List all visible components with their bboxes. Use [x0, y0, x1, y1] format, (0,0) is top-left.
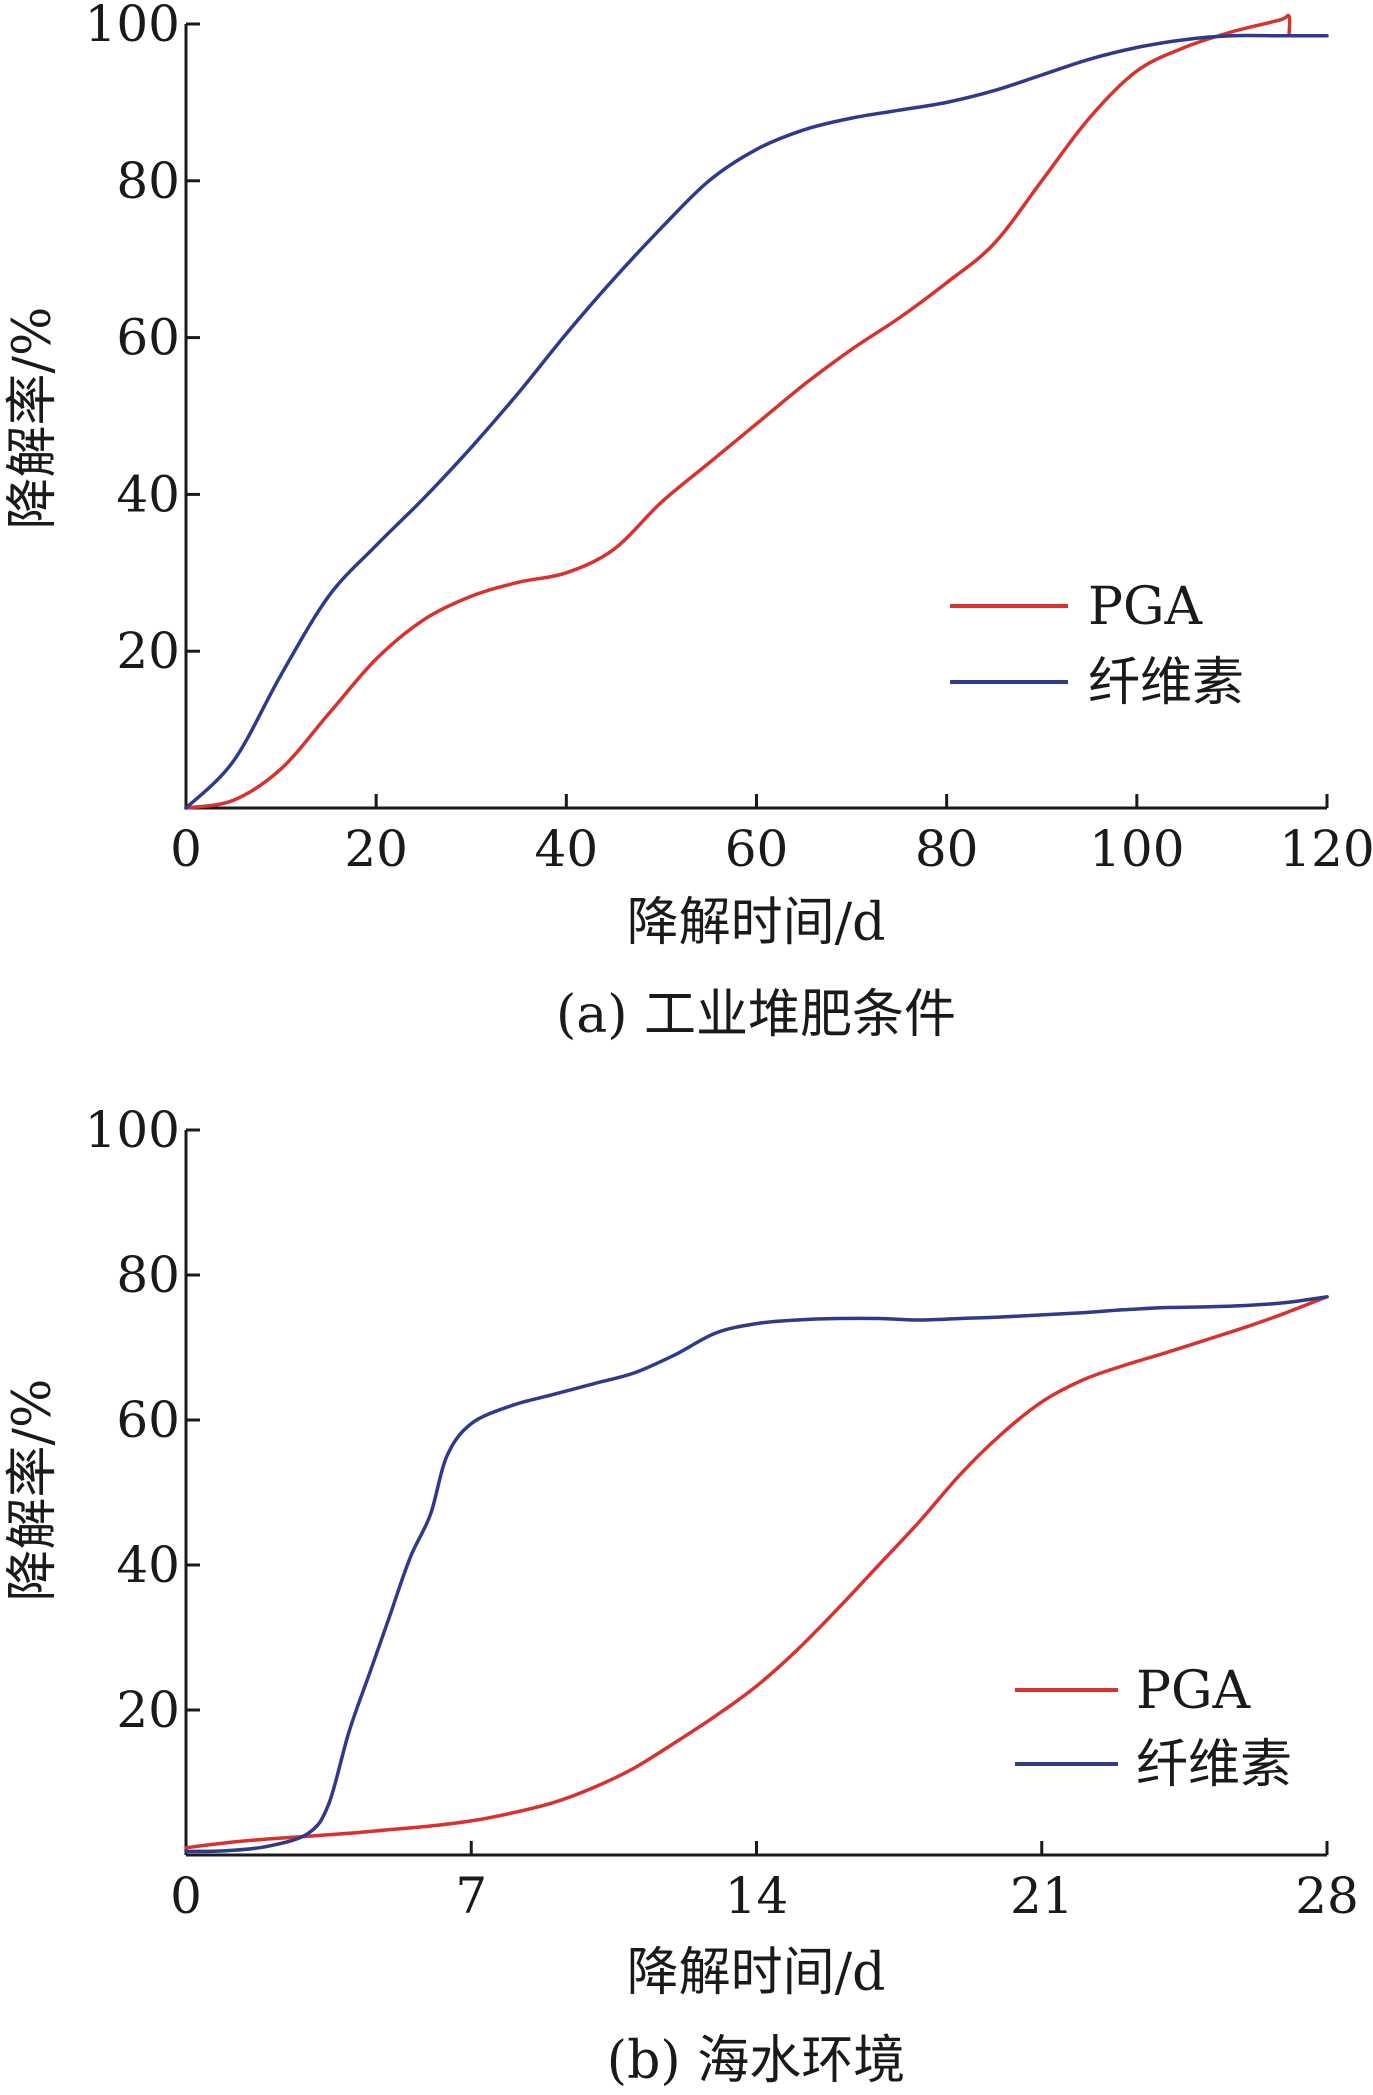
- x-tick-label-b-0: 0: [170, 1867, 202, 1925]
- series-group-b: [184, 1295, 1329, 1854]
- series-line-cellulose-b: [184, 1295, 1329, 1854]
- series-group-a: [184, 13, 1329, 810]
- y-tick-label-a-100: 100: [85, 0, 180, 53]
- y-axis-label-a: 降解率/%: [3, 307, 63, 530]
- legend-label-cellulose-a: 纤维素: [1088, 653, 1244, 713]
- x-ticks-b: 0 7 14 21 28: [170, 1841, 1359, 1925]
- y-tick-label-a-60: 60: [116, 309, 180, 367]
- caption-a: (a) 工业堆肥条件: [556, 985, 956, 1045]
- x-tick-label-a-40: 40: [535, 820, 599, 878]
- y-ticks-b: 20 40 60 80 100: [85, 1101, 200, 1739]
- legend-b: PGA 纤维素: [1015, 1661, 1292, 1795]
- y-tick-label-a-80: 80: [116, 152, 180, 210]
- legend-label-pga-a: PGA: [1088, 577, 1204, 637]
- caption-b: (b) 海水环境: [607, 2031, 905, 2091]
- plot-area-b: 0 7 14 21 28 20 40 60 80 100: [85, 1101, 1359, 1925]
- legend-a: PGA 纤维素: [950, 577, 1244, 713]
- x-tick-label-a-80: 80: [915, 820, 979, 878]
- x-tick-label-a-0: 0: [170, 820, 202, 878]
- y-tick-label-b-60: 60: [116, 1391, 180, 1449]
- x-tick-label-a-20: 20: [344, 820, 408, 878]
- x-tick-label-b-28: 28: [1295, 1867, 1359, 1925]
- y-tick-label-a-40: 40: [116, 465, 180, 523]
- y-tick-label-b-100: 100: [85, 1101, 180, 1159]
- x-tick-label-b-7: 7: [455, 1867, 487, 1925]
- legend-label-pga-b: PGA: [1136, 1661, 1252, 1721]
- series-line-pga-b: [184, 1295, 1329, 1850]
- plot-area-a: 0 20 40 60 80 100 120 20 40 60 80 100: [85, 0, 1373, 878]
- x-tick-label-a-120: 120: [1279, 820, 1373, 878]
- legend-label-cellulose-b: 纤维素: [1136, 1735, 1292, 1795]
- x-tick-label-a-60: 60: [725, 820, 789, 878]
- x-tick-label-b-14: 14: [725, 1867, 789, 1925]
- series-line-cellulose-a: [184, 33, 1329, 810]
- y-tick-label-b-80: 80: [116, 1246, 180, 1304]
- y-tick-label-b-20: 20: [116, 1681, 180, 1739]
- series-line-pga-a: [184, 13, 1292, 810]
- x-ticks-a: 0 20 40 60 80 100 120: [170, 794, 1373, 878]
- y-tick-label-b-40: 40: [116, 1536, 180, 1594]
- y-tick-label-a-20: 20: [116, 622, 180, 680]
- x-axis-label-a: 降解时间/d: [627, 893, 886, 953]
- x-tick-label-b-21: 21: [1010, 1867, 1074, 1925]
- y-axis-label-b: 降解率/%: [3, 1379, 63, 1602]
- chart-panel-b: 0 7 14 21 28 20 40 60 80 100 降解时间/d 降解率/% (b) 海水…: [3, 1101, 1359, 2091]
- y-ticks-a: 20 40 60 80 100: [85, 0, 200, 680]
- x-axis-label-b: 降解时间/d: [627, 1943, 886, 2003]
- chart-panel-a: 0 20 40 60 80 100 120 20 40 60 80 100 降解时间/d 降解率/%…: [3, 0, 1373, 1045]
- x-tick-label-a-100: 100: [1089, 820, 1184, 878]
